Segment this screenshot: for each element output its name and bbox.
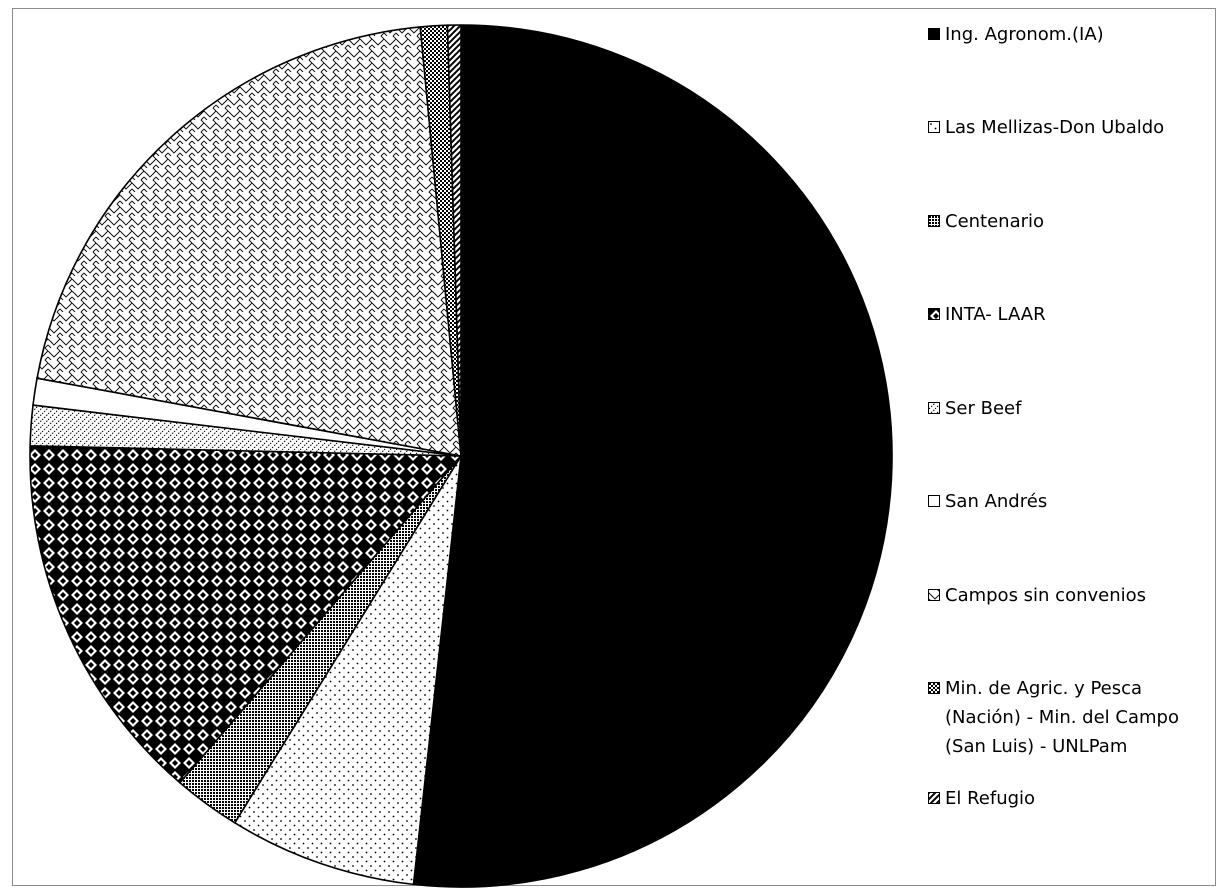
pie-slice-3	[29, 444, 462, 784]
legend-label: Las Mellizas-Don Ubaldo	[945, 117, 1165, 138]
legend-label: INTA- LAAR	[945, 304, 1046, 325]
legend-swatch	[928, 215, 940, 227]
legend-swatch	[928, 792, 940, 804]
legend-label: El Refugio	[945, 788, 1036, 809]
legend-swatch	[928, 121, 940, 133]
legend-item: Las Mellizas-Don Ubaldo	[928, 113, 1164, 142]
pie-slice-6	[36, 26, 462, 457]
legend-swatch	[928, 495, 940, 507]
legend-item: El Refugio	[928, 784, 1035, 813]
pie-slice-0	[412, 24, 893, 888]
legend-label: Ing. Agronom.(IA)	[945, 24, 1104, 45]
pie-slice-1	[233, 455, 462, 886]
legend-swatch	[928, 682, 940, 694]
legend-label: Ser Beef	[945, 398, 1022, 419]
legend-swatch	[928, 589, 940, 601]
legend-label: Centenario	[945, 211, 1045, 232]
legend-label: San Andrés	[945, 491, 1048, 512]
legend-label: Min. de Agric. y Pesca (Nación) - Min. d…	[945, 678, 1179, 757]
legend-item: Campos sin convenios	[928, 581, 1146, 610]
pie-slice-8	[446, 24, 462, 457]
legend-item: Min. de Agric. y Pesca (Nación) - Min. d…	[928, 674, 1179, 761]
legend-item: Ing. Agronom.(IA)	[928, 20, 1104, 49]
legend-item: Centenario	[928, 207, 1044, 236]
legend-swatch	[928, 308, 940, 320]
legend-item: San Andrés	[928, 487, 1047, 516]
legend-item: Ser Beef	[928, 394, 1021, 423]
legend-item: INTA- LAAR	[928, 300, 1046, 329]
legend-swatch	[928, 28, 940, 40]
legend-swatch	[928, 402, 940, 414]
legend-label: Campos sin convenios	[945, 585, 1147, 606]
